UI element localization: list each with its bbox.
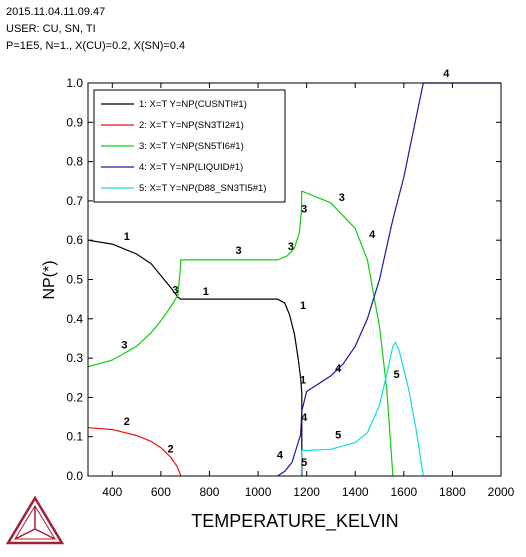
curve-label-5: 5 — [335, 430, 341, 442]
y-tick-label: 1.0 — [66, 76, 83, 90]
axis-tick-labels: 400 600 800 1000 1200 1400 1600 1800 2000 0.0 0.1 0… — [66, 76, 514, 499]
y-tick-label: 0.0 — [66, 469, 83, 483]
series-line-2 — [87, 427, 182, 477]
user-text: USER: CU, SN, TI — [6, 23, 96, 35]
curve-label-1: 1 — [300, 300, 306, 312]
y-tick-label: 0.2 — [66, 390, 83, 404]
legend-entry-3: 3: X=T Y=NP(SN5TI6#1) — [139, 141, 244, 152]
y-tick-label: 0.7 — [66, 194, 83, 208]
y-tick-label: 0.6 — [66, 233, 83, 247]
curve-label-5: 5 — [301, 457, 307, 469]
curve-label-4: 4 — [443, 68, 450, 80]
conditions-text: P=1E5, N=1., X(CU)=0.2, X(SN)=0.4 — [6, 40, 186, 52]
legend-entry-1: 1: X=T Y=NP(CUSNTI#1) — [139, 99, 247, 110]
legend-entry-5: 5: X=T Y=NP(D88_SN3TI5#1) — [139, 183, 266, 194]
header-info: 2015.11.04.11.09.47 USER: CU, SN, TI P=1… — [6, 4, 185, 55]
x-tick-label: 400 — [102, 485, 122, 499]
curve-label-2: 2 — [168, 443, 174, 455]
curve-label-5: 5 — [393, 369, 399, 381]
x-tick-label: 1000 — [245, 485, 272, 499]
x-tick-label: 1200 — [293, 485, 320, 499]
y-tick-label: 0.5 — [66, 273, 83, 287]
x-tick-label: 1600 — [390, 485, 417, 499]
curve-label-1: 1 — [300, 375, 306, 387]
curve-label-1: 1 — [203, 286, 209, 298]
x-tick-label: 800 — [199, 485, 219, 499]
y-tick-label: 0.4 — [66, 312, 83, 326]
series-line-5 — [300, 341, 424, 477]
y-axis-title: NP(*) — [41, 260, 58, 299]
curve-labels-group: 1 1 1 1 2 2 3 3 3 3 3 3 4 4 4 4 4 5 5 5 — [121, 68, 450, 469]
x-axis-title: TEMPERATURE_KELVIN — [191, 511, 398, 532]
curve-label-1: 1 — [124, 231, 130, 243]
x-tick-label: 1400 — [342, 485, 369, 499]
legend-entry-2: 2: X=T Y=NP(SN3TI2#1) — [139, 120, 244, 131]
y-tick-label: 0.9 — [66, 115, 83, 129]
legend: 1: X=T Y=NP(CUSNTI#1) 2: X=T Y=NP(SN3TI2#… — [93, 89, 286, 203]
curve-label-3: 3 — [121, 339, 127, 351]
curve-label-3: 3 — [236, 245, 242, 257]
curve-label-4: 4 — [301, 412, 308, 424]
curve-label-2: 2 — [124, 416, 130, 428]
curve-label-3: 3 — [172, 284, 178, 296]
y-tick-label: 0.3 — [66, 351, 83, 365]
y-tick-label: 0.1 — [66, 430, 83, 444]
x-tick-label: 1800 — [439, 485, 466, 499]
x-tick-label: 2000 — [488, 485, 515, 499]
curve-label-4: 4 — [335, 363, 342, 375]
curve-label-3: 3 — [288, 241, 294, 253]
axis-ticks — [88, 82, 502, 477]
series-line-3 — [87, 190, 394, 477]
curve-label-3: 3 — [301, 204, 307, 216]
curve-label-4: 4 — [369, 229, 376, 241]
legend-entry-4: 4: X=T Y=NP(LIQUID#1) — [139, 162, 243, 173]
timestamp-text: 2015.11.04.11.09.47 — [6, 6, 106, 18]
curve-label-4: 4 — [277, 449, 284, 461]
x-tick-label: 600 — [151, 485, 171, 499]
curve-label-3: 3 — [339, 192, 345, 204]
thermo-calc-logo-icon — [5, 496, 65, 545]
y-tick-label: 0.8 — [66, 155, 83, 169]
series-line-1 — [87, 239, 303, 476]
